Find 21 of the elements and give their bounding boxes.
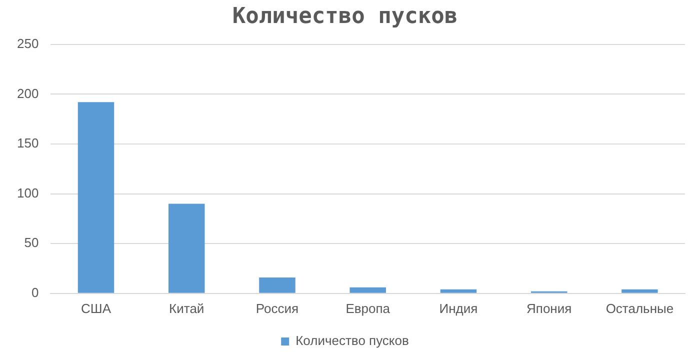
y-tick-label: 200 [16, 86, 39, 101]
x-tick-label: Россия [256, 300, 299, 316]
x-tick-label: Китай [169, 300, 204, 316]
y-tick-label: 100 [16, 185, 39, 200]
bar [440, 289, 477, 293]
bar [78, 102, 114, 293]
bar [168, 204, 205, 293]
y-tick-label: 50 [24, 235, 39, 250]
x-tick-label: США [81, 300, 112, 316]
chart-title: Количество пусков [232, 4, 458, 29]
y-tick-label: 150 [16, 136, 39, 151]
y-tick-label: 0 [31, 284, 39, 300]
x-tick-label: Остальные [606, 300, 674, 316]
bar [622, 289, 658, 293]
bar [259, 277, 296, 293]
x-tick-label: Европа [346, 300, 391, 316]
x-tick-label: Индия [439, 300, 478, 316]
bar [350, 287, 386, 293]
x-tick-label: Япония [526, 300, 572, 316]
legend-label: Количество пусков [296, 333, 409, 348]
y-tick-label: 250 [16, 36, 39, 51]
